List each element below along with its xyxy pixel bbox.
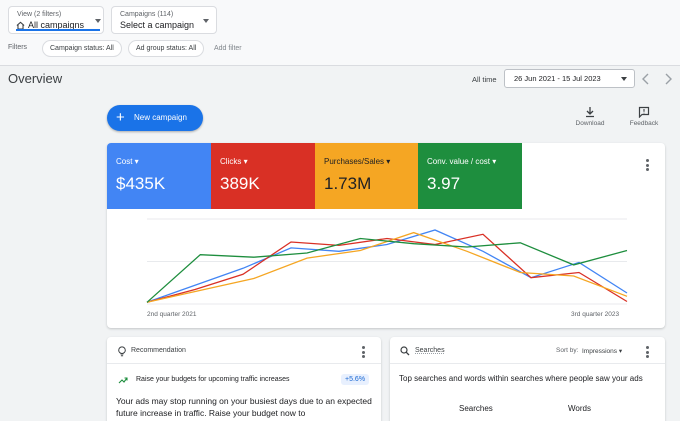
new-campaign-button[interactable]: + New campaign	[107, 105, 203, 131]
new-campaign-label: New campaign	[134, 113, 187, 122]
page-title: Overview	[8, 71, 63, 86]
download-label: Download	[575, 120, 605, 127]
date-range-picker[interactable]: 26 Jun 2021 - 15 Jul 2023	[504, 69, 635, 88]
metric-label: Purchases/Sales ▾	[324, 157, 391, 166]
previous-period-icon[interactable]	[641, 73, 651, 85]
sort-by-label: Sort by:	[556, 347, 579, 354]
searches-card: Searches Sort by: Impressions ▾ Top sear…	[390, 337, 665, 421]
trending-up-icon	[118, 377, 128, 384]
more-options-icon[interactable]	[646, 159, 649, 173]
metric-label: Conv. value / cost ▾	[427, 157, 497, 166]
metric-purchases[interactable]: Purchases/Sales ▾ 1.73M	[315, 143, 418, 209]
campaign-selector-label: Campaigns (114)	[120, 11, 174, 18]
series-line-4	[146, 237, 628, 303]
view-selector-underline	[16, 29, 100, 31]
plus-icon: +	[116, 109, 125, 126]
series-line-3	[146, 231, 628, 303]
performance-line-chart	[146, 218, 628, 305]
date-range-label: All time	[472, 75, 497, 84]
filters-label: Filters	[8, 44, 28, 51]
lightbulb-icon	[118, 346, 126, 357]
search-icon	[400, 346, 410, 356]
download-button[interactable]: Download	[570, 106, 610, 127]
more-options-icon[interactable]	[362, 346, 365, 360]
more-options-icon[interactable]	[646, 346, 649, 360]
recommendation-badge: +5.6%	[341, 374, 370, 385]
chevron-down-icon	[621, 77, 627, 81]
feedback-icon	[638, 106, 650, 118]
x-axis-end-label: 3rd quarter 2023	[571, 311, 620, 318]
metric-value: 1.73M	[324, 174, 372, 193]
view-selector-value: All campaigns	[28, 20, 85, 30]
download-icon	[586, 107, 594, 118]
recommendation-body: Your ads may stop running on your busies…	[116, 396, 372, 418]
add-filter-link[interactable]: Add filter	[214, 45, 242, 52]
series-line-2	[146, 233, 628, 303]
metric-value: $435K	[116, 174, 166, 193]
performance-card: Cost ▾ $435K Clicks ▾ 389K Purchases/Sal…	[107, 143, 665, 328]
searches-title[interactable]: Searches	[415, 347, 445, 354]
metric-label: Cost ▾	[116, 157, 139, 166]
metric-value: 389K	[220, 174, 260, 193]
tab-searches[interactable]: Searches	[459, 404, 493, 413]
feedback-label: Feedback	[629, 120, 659, 127]
searches-description: Top searches and words within searches w…	[399, 374, 643, 383]
series-line-1	[146, 229, 628, 303]
top-bar: View (2 filters) All campaigns Campaigns…	[0, 0, 680, 66]
chevron-down-icon	[95, 19, 101, 23]
metric-conv-value-cost[interactable]: Conv. value / cost ▾ 3.97	[418, 143, 522, 209]
metric-clicks[interactable]: Clicks ▾ 389K	[211, 143, 315, 209]
recommendation-item[interactable]: Raise your budgets for upcoming traffic …	[136, 376, 290, 383]
metric-value: 3.97	[427, 174, 461, 193]
view-selector[interactable]: View (2 filters) All campaigns	[8, 6, 104, 34]
metric-label: Clicks ▾	[220, 157, 248, 166]
sort-by-select[interactable]: Impressions ▾	[582, 348, 623, 355]
recommendation-card: Recommendation Raise your budgets for up…	[107, 337, 381, 421]
view-selector-label: View (2 filters)	[17, 11, 62, 18]
chevron-down-icon	[203, 19, 209, 23]
campaign-selector-value: Select a campaign	[120, 20, 195, 30]
divider	[107, 363, 381, 364]
feedback-button[interactable]: Feedback	[624, 106, 664, 127]
recommendation-title: Recommendation	[131, 347, 186, 354]
x-axis-start-label: 2nd quarter 2021	[147, 311, 197, 318]
filter-chip-campaign-status[interactable]: Campaign status: All	[42, 40, 122, 57]
date-range-value: 26 Jun 2021 - 15 Jul 2023	[514, 74, 601, 83]
campaign-selector[interactable]: Campaigns (114) Select a campaign	[111, 6, 217, 34]
next-period-icon[interactable]	[663, 73, 673, 85]
filter-chip-ad-group-status[interactable]: Ad group status: All	[128, 40, 205, 57]
tab-words[interactable]: Words	[568, 404, 591, 413]
divider	[390, 363, 665, 364]
metric-cost[interactable]: Cost ▾ $435K	[107, 143, 211, 209]
